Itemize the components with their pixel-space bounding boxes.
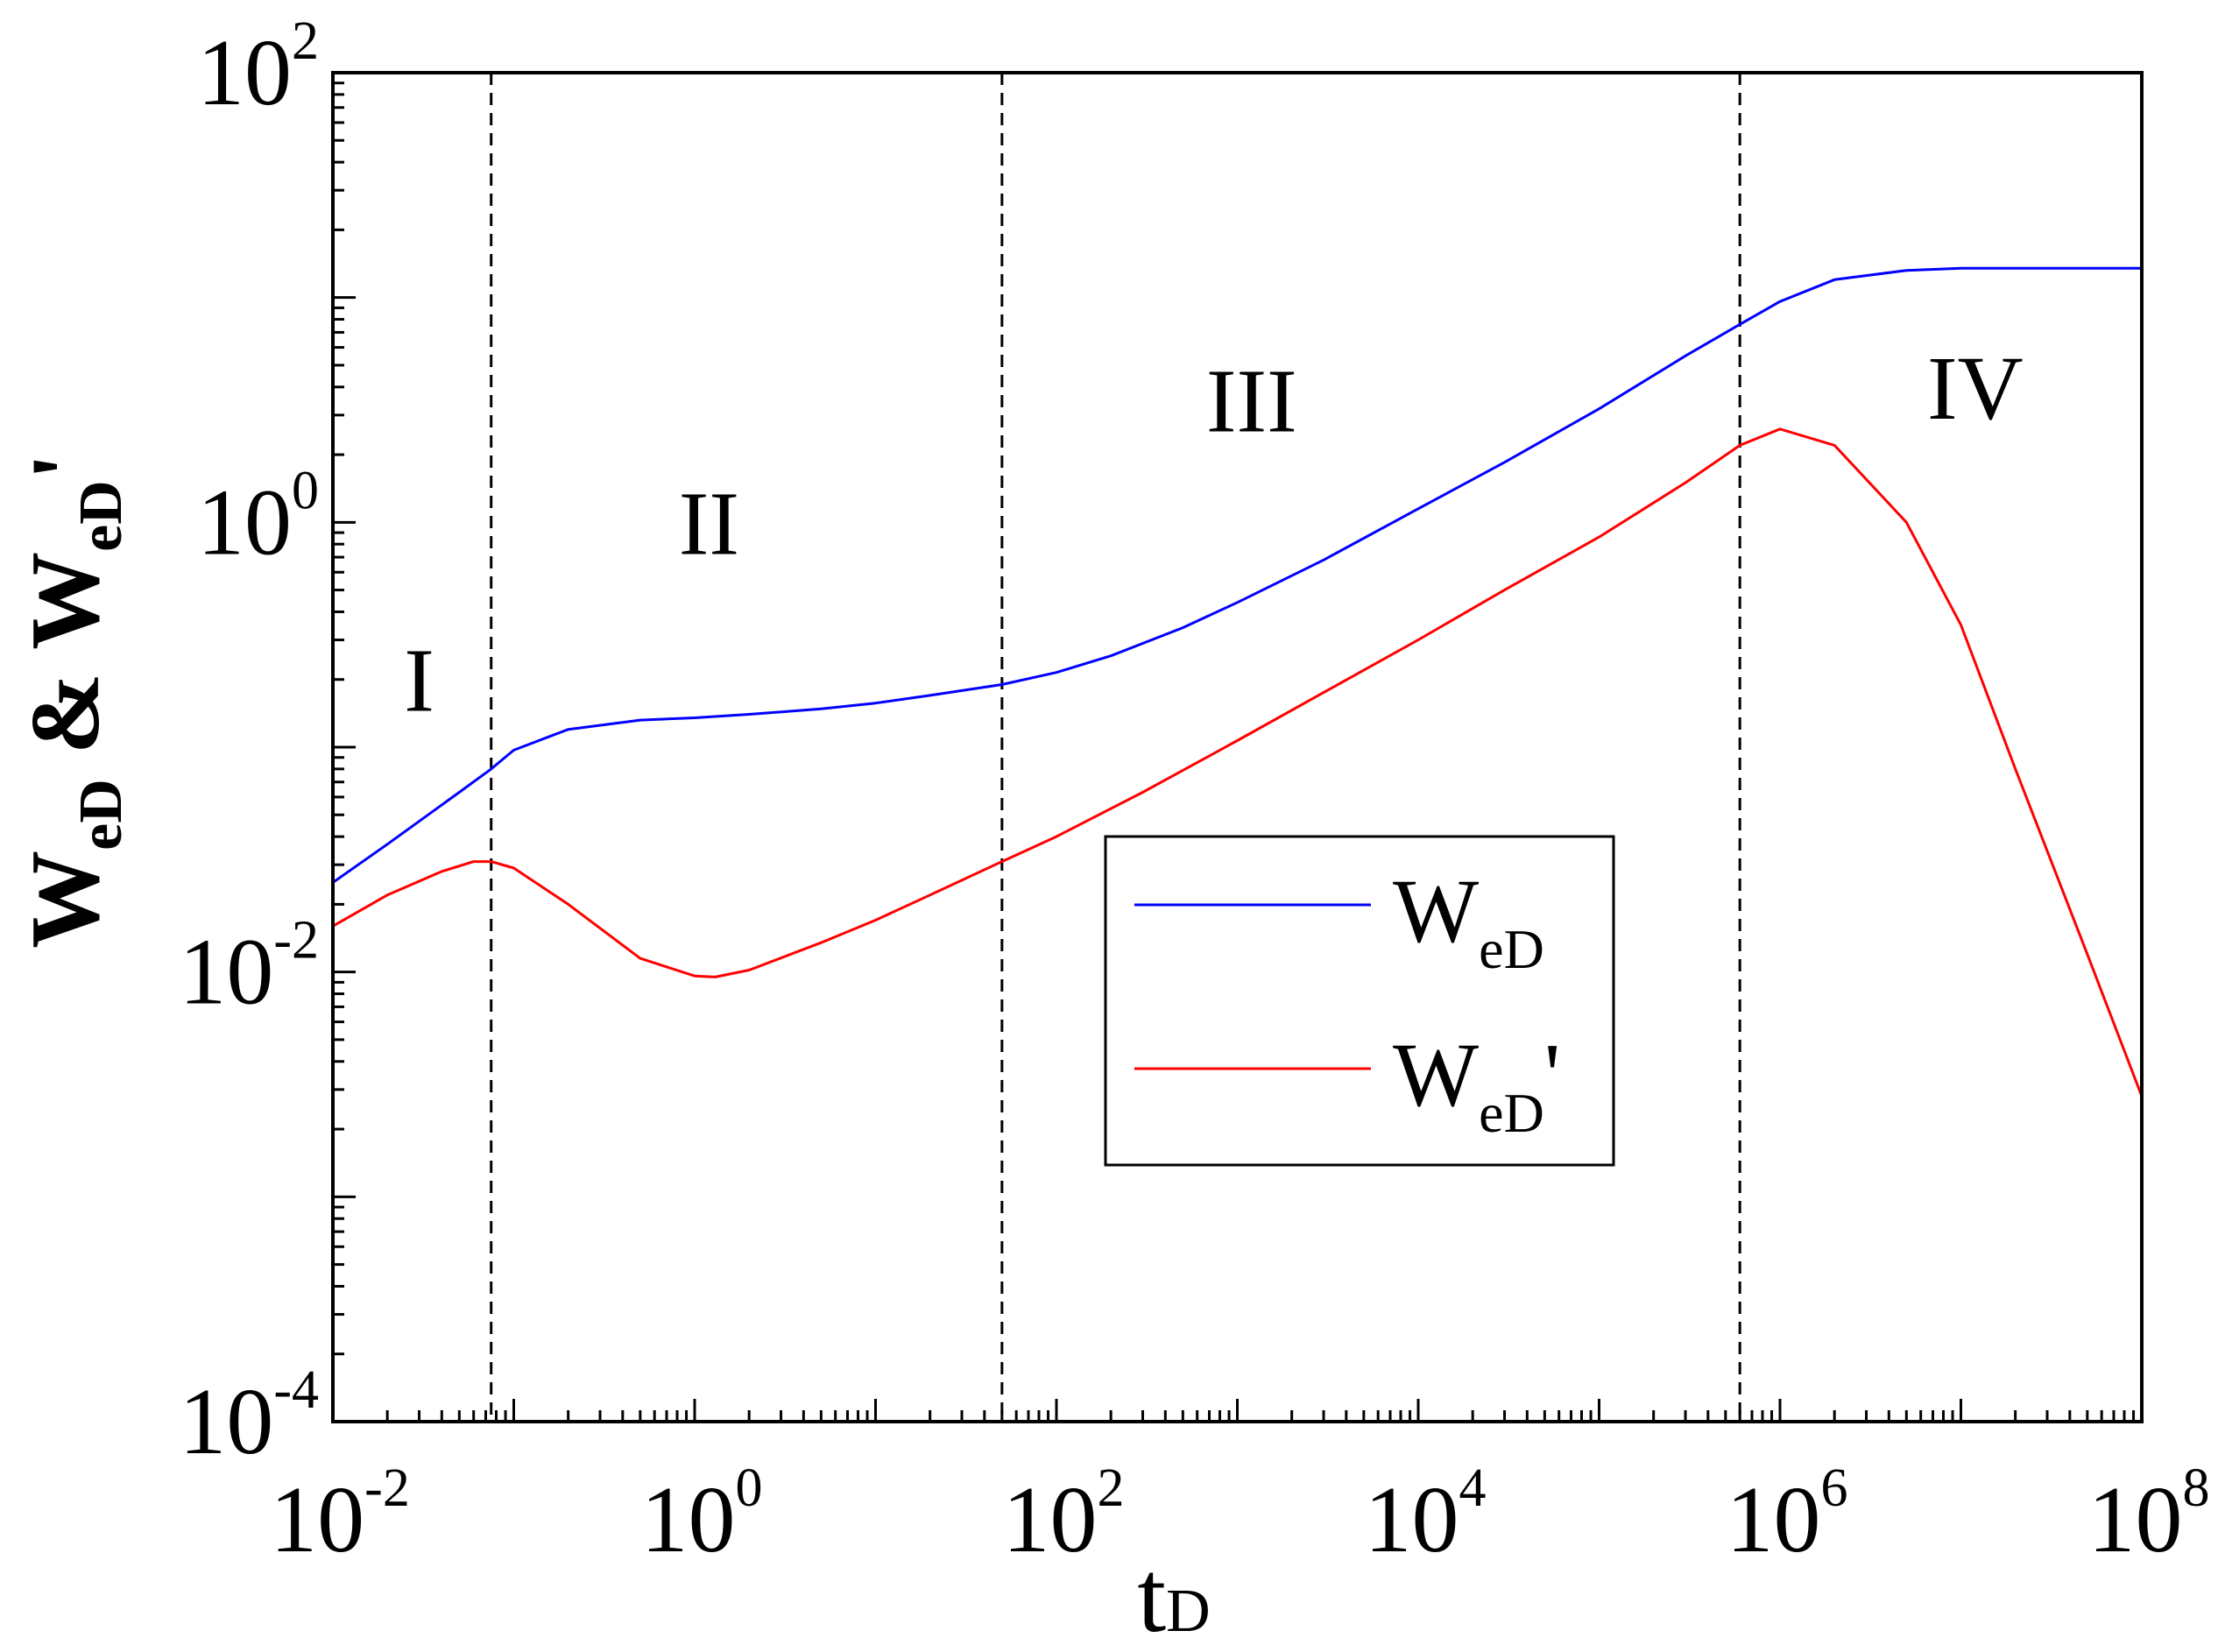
- y-axis-title: WeD & WeD': [11, 453, 135, 949]
- region-label-IV: IV: [1927, 338, 2024, 439]
- legend-label-weD-prime: WeD': [1393, 1025, 1561, 1144]
- x-axis-title-subscript: D: [1166, 1578, 1211, 1645]
- series-line-weD: [332, 266, 2142, 884]
- y-axis-title-sub1: eD: [67, 779, 135, 851]
- y-tick-label: 100: [197, 461, 319, 575]
- legend-label-weD-main: W: [1393, 861, 1479, 962]
- series-line-weD-prime: [332, 427, 2144, 1098]
- y-axis-ticks: [333, 71, 356, 1423]
- x-tick-label: 100: [641, 1458, 763, 1572]
- x-axis-tick-labels: 10-2 100 102 104 106 108: [270, 1458, 2209, 1572]
- x-axis-title-main: t: [1137, 1539, 1166, 1652]
- legend-label-weD: WeD: [1393, 861, 1544, 980]
- legend-label-weD-prime-sub: eD: [1479, 1082, 1544, 1144]
- x-tick-label: 108: [2088, 1458, 2210, 1572]
- y-axis-title-amp: &: [11, 650, 120, 779]
- legend-box: [1104, 835, 1615, 1167]
- x-tick-label: 10-2: [270, 1458, 410, 1572]
- y-tick-label: 10-2: [179, 911, 319, 1025]
- y-axis-title-w1: W: [11, 851, 120, 949]
- x-tick-label: 106: [1727, 1458, 1848, 1572]
- legend: WeD WeD': [1104, 835, 1615, 1167]
- y-tick-label: 102: [197, 11, 319, 125]
- y-axis-title-prime: ': [11, 453, 120, 480]
- region-label-III: III: [1206, 351, 1297, 452]
- region-label-II: II: [679, 473, 739, 574]
- y-axis-title-w2: W: [11, 552, 120, 650]
- x-tick-label: 104: [1365, 1458, 1487, 1572]
- y-tick-label: 10-4: [179, 1360, 319, 1474]
- x-axis-title: tD: [1137, 1539, 1210, 1652]
- legend-label-weD-prime-suffix: ': [1544, 1025, 1561, 1126]
- y-axis-title-sub2: eD: [67, 480, 135, 552]
- legend-label-weD-prime-main: W: [1393, 1025, 1479, 1126]
- y-axis-tick-labels: 10-4 10-2 100 102: [179, 11, 319, 1474]
- x-axis-ticks: [331, 1399, 2144, 1422]
- region-label-I: I: [404, 631, 434, 731]
- legend-label-weD-sub: eD: [1479, 918, 1544, 980]
- x-tick-label: 102: [1003, 1458, 1125, 1572]
- region-dividers: [490, 73, 1741, 1422]
- series-layer: [332, 266, 2144, 1098]
